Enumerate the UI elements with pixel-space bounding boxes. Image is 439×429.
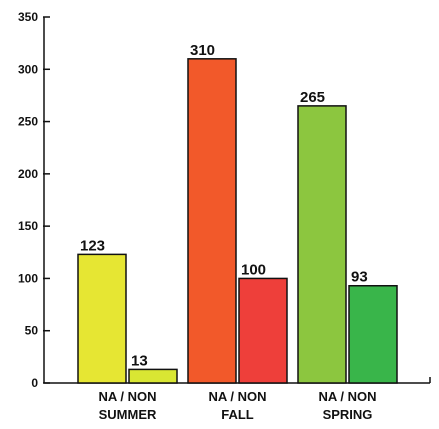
category-label: SPRING (323, 407, 373, 422)
y-tick-label: 100 (18, 271, 38, 285)
bar-fall-non (238, 277, 288, 384)
category-sublabel: NA / NON (98, 389, 156, 404)
bar-fall-na (187, 58, 237, 384)
labels: 0 50 100 150 200 250 300 350 123 13 NA / NON SUMMER… (18, 10, 377, 422)
y-tick-label: 200 (18, 167, 38, 181)
y-tick-label: 250 (18, 115, 38, 129)
y-tick-label: 300 (18, 62, 38, 76)
y-tick-label: 350 (18, 10, 38, 24)
bar-summer-na (77, 253, 127, 384)
category-sublabel: NA / NON (318, 389, 376, 404)
bar-spring-non (348, 284, 398, 384)
data-label: 93 (351, 269, 368, 286)
y-tick-label: 50 (25, 324, 39, 338)
bar-spring-na (297, 105, 347, 384)
category-label: SUMMER (99, 407, 157, 422)
data-label: 123 (80, 237, 105, 254)
y-tick-label: 150 (18, 219, 38, 233)
bar-summer-non (128, 368, 178, 384)
category-sublabel: NA / NON (208, 389, 266, 404)
data-label: 310 (190, 42, 215, 59)
data-label: 100 (241, 261, 266, 278)
category-label: FALL (221, 407, 254, 422)
y-tick-label: 0 (31, 376, 38, 390)
data-label: 265 (300, 89, 325, 106)
bars (77, 58, 398, 384)
data-label: 13 (131, 352, 148, 369)
